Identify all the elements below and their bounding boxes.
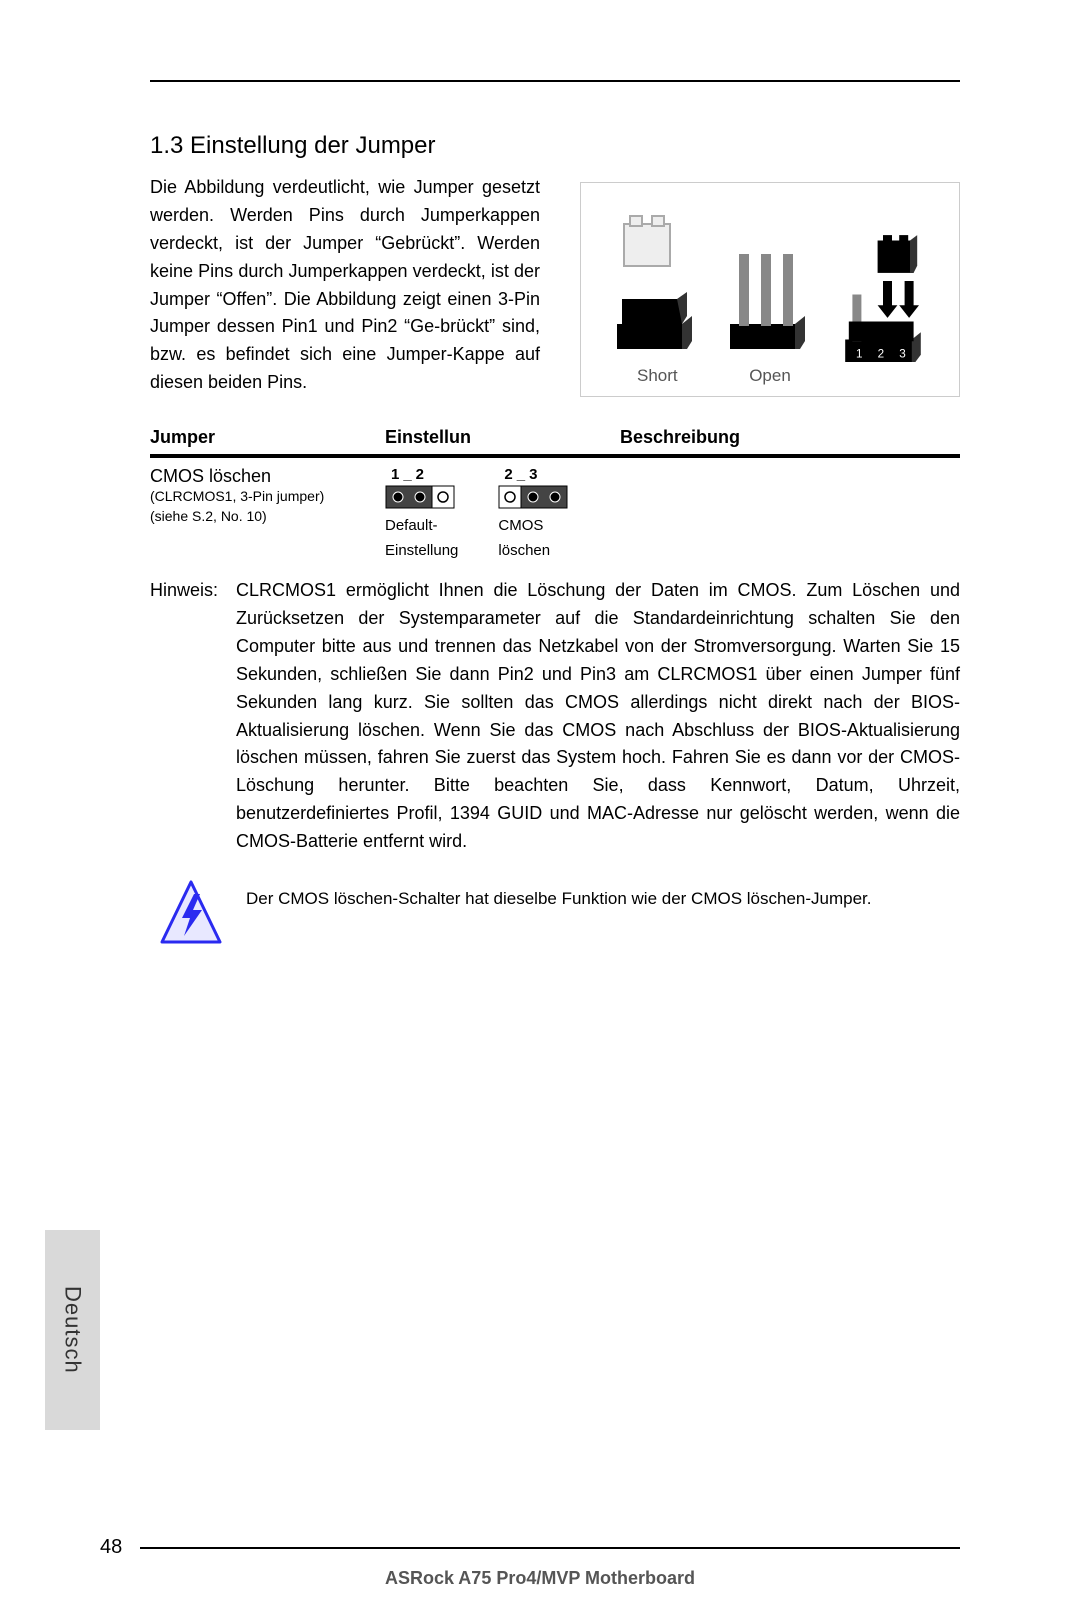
page-number: 48 [100, 1536, 122, 1559]
section-title: 1.3 Einstellung der Jumper [150, 132, 960, 160]
th-jumper: Jumper [150, 427, 385, 448]
opt2-cap2: löschen [498, 540, 550, 561]
lang-text: Deutsch [60, 1286, 86, 1374]
short-jumper-icon [612, 204, 702, 354]
top-rule [150, 80, 960, 82]
table-header-row: Jumper Einstellun Beschreibung [150, 427, 960, 458]
hint-label: Hinweis: [150, 577, 218, 856]
jumper-name: CMOS löschen [150, 466, 385, 487]
warn-text: Der CMOS löschen-Schalter hat dieselbe F… [246, 880, 872, 912]
jumper-table: Jumper Einstellun Beschreibung CMOS lösc… [150, 427, 960, 561]
diagram-open: Open [725, 204, 815, 386]
pin-graphic-clear-icon [498, 485, 570, 509]
td-setting: 1_2 Default- Einstellung 2_3 [385, 466, 685, 561]
jumper-sub1: (CLRCMOS1, 3-Pin jumper) [150, 487, 385, 507]
hint-block: Hinweis: CLRCMOS1 ermöglicht Ihnen die L… [150, 577, 960, 856]
intro-row: Die Abbildung verdeutlicht, wie Jumper g… [150, 174, 960, 397]
footer-title: ASRock A75 Pro4/MVP Motherboard [0, 1568, 1080, 1589]
open-label: Open [749, 366, 791, 386]
footer-rule [140, 1547, 960, 1549]
short-label: Short [637, 366, 678, 386]
table-row: CMOS löschen (CLRCMOS1, 3-Pin jumper) (s… [150, 458, 960, 561]
svg-text:2: 2 [877, 348, 884, 361]
place-jumper-icon: 1 2 3 [838, 224, 928, 374]
svg-text:3: 3 [899, 348, 906, 361]
opt2-cap1: CMOS [498, 515, 543, 536]
intro-text: Die Abbildung verdeutlicht, wie Jumper g… [150, 174, 540, 397]
opt-default: 1_2 Default- Einstellung [385, 466, 458, 561]
td-jumper: CMOS löschen (CLRCMOS1, 3-Pin jumper) (s… [150, 466, 385, 561]
jumper-sub2: (siehe S.2, No. 10) [150, 507, 385, 527]
warning-block: Der CMOS löschen-Schalter hat dieselbe F… [160, 880, 960, 950]
opt1-cap2: Einstellung [385, 540, 458, 561]
footer: 48 [100, 1536, 960, 1559]
jumper-diagram: Short Open [580, 182, 960, 397]
th-setting: Einstellun [385, 427, 620, 448]
page: 1.3 Einstellung der Jumper Die Abbildung… [0, 0, 1080, 1619]
opt-clear: 2_3 CMOS löschen [498, 466, 570, 561]
th-desc: Beschreibung [620, 427, 960, 448]
diagram-place: 1 2 3 [838, 224, 928, 386]
svg-text:1: 1 [856, 348, 863, 361]
lightning-icon [160, 880, 222, 950]
pin-graphic-default-icon [385, 485, 457, 509]
opt1-pins: 1_2 [391, 466, 428, 483]
open-jumper-icon [725, 204, 815, 354]
opt1-cap1: Default- [385, 515, 438, 536]
language-tab: Deutsch [45, 1230, 100, 1430]
diagram-short: Short [612, 204, 702, 386]
hint-body: CLRCMOS1 ermöglicht Ihnen die Löschung d… [236, 577, 960, 856]
opt2-pins: 2_3 [504, 466, 541, 483]
